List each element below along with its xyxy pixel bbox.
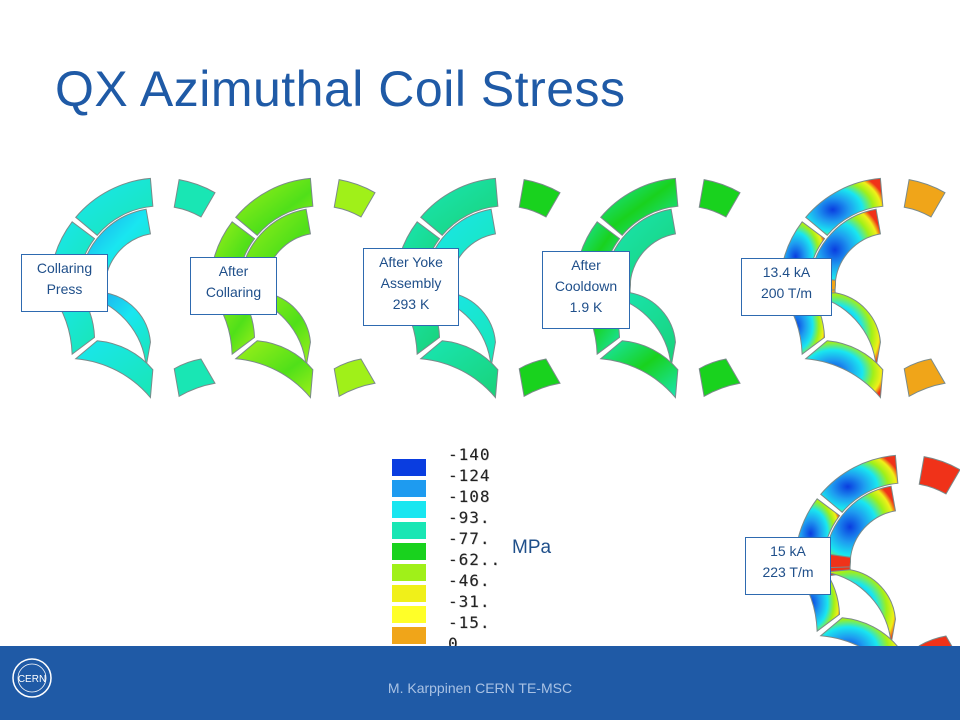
legend-value: 0 xyxy=(448,634,459,653)
legend-value: -77. xyxy=(448,529,491,548)
coil-block xyxy=(518,179,561,218)
coil-block xyxy=(903,358,946,398)
coil-block xyxy=(805,177,884,236)
slide-title: QX Azimuthal Coil Stress xyxy=(55,61,626,117)
stage-label-line: Collaring xyxy=(36,260,93,276)
coil-block xyxy=(698,179,741,218)
coil-block xyxy=(599,340,679,399)
coil-block xyxy=(518,358,561,398)
stage-label-line: After xyxy=(571,257,601,273)
stage-label-line: 200 T/m xyxy=(760,285,813,301)
legend-value: -93. xyxy=(448,508,491,527)
legend-value: -62.. xyxy=(448,550,502,569)
legend-value: -15. xyxy=(448,613,491,632)
coil-block xyxy=(804,340,884,399)
legend-swatch xyxy=(392,480,426,497)
legend-swatch xyxy=(392,564,426,581)
stage-label-after-collaring: After Collaring xyxy=(190,257,277,315)
stage-label-line: 13.4 kA xyxy=(762,264,811,280)
stage-label-line: After xyxy=(218,263,249,279)
legend-swatch xyxy=(392,627,426,644)
coil-block xyxy=(600,177,679,236)
coil-block xyxy=(333,358,376,398)
footer-author: M. Karppinen CERN TE-MSC xyxy=(387,680,573,696)
stage-label-line: Press xyxy=(46,281,83,297)
cern-logo-icon: CERN xyxy=(12,658,52,698)
coil-block xyxy=(74,340,154,399)
stage-label-line: Cooldown xyxy=(554,278,618,294)
legend-swatch xyxy=(392,459,426,476)
coil-block xyxy=(75,177,154,236)
coil-block xyxy=(333,179,376,218)
stage-label-line: Collaring xyxy=(205,284,262,300)
stage-label-line: After Yoke xyxy=(379,254,443,270)
stage-label-after-cooldown: After Cooldown 1.9 K xyxy=(542,251,630,329)
legend-swatch xyxy=(392,501,426,518)
stage-label-collaring-press: Collaring Press xyxy=(21,254,108,312)
legend-value: -140 xyxy=(448,445,491,464)
stage-label-13-4-ka: 13.4 kA 200 T/m xyxy=(741,258,832,316)
stage-label-line: Assembly xyxy=(380,275,442,291)
footer-bar xyxy=(0,646,960,720)
stage-label-15-ka: 15 kA 223 T/m xyxy=(745,537,831,595)
legend-swatch xyxy=(392,543,426,560)
coil-block xyxy=(419,340,499,399)
coil-block xyxy=(420,177,499,236)
coil-block xyxy=(918,456,960,495)
legend-value: -108 xyxy=(448,487,491,506)
coil-block xyxy=(698,358,741,398)
stage-label-line: 223 T/m xyxy=(762,564,814,580)
coil-block xyxy=(234,340,314,399)
legend-swatch xyxy=(392,585,426,602)
coil-block xyxy=(903,179,946,218)
legend-value: -31. xyxy=(448,592,491,611)
cern-logo-text: CERN xyxy=(18,674,46,685)
stage-label-after-yoke-assembly: After Yoke Assembly 293 K xyxy=(363,248,459,326)
coil-block xyxy=(820,454,899,513)
units-label: MPa xyxy=(512,537,552,558)
legend-swatch xyxy=(392,606,426,623)
legend-value: -46. xyxy=(448,571,491,590)
coil-block xyxy=(235,177,314,236)
coil-block xyxy=(173,179,216,218)
stage-label-line: 293 K xyxy=(392,296,430,312)
stage-label-line: 15 kA xyxy=(770,543,806,559)
legend-value: -124 xyxy=(448,466,491,485)
stage-label-line: 1.9 K xyxy=(569,299,603,315)
coil-block xyxy=(173,358,216,398)
legend-swatch xyxy=(392,522,426,539)
